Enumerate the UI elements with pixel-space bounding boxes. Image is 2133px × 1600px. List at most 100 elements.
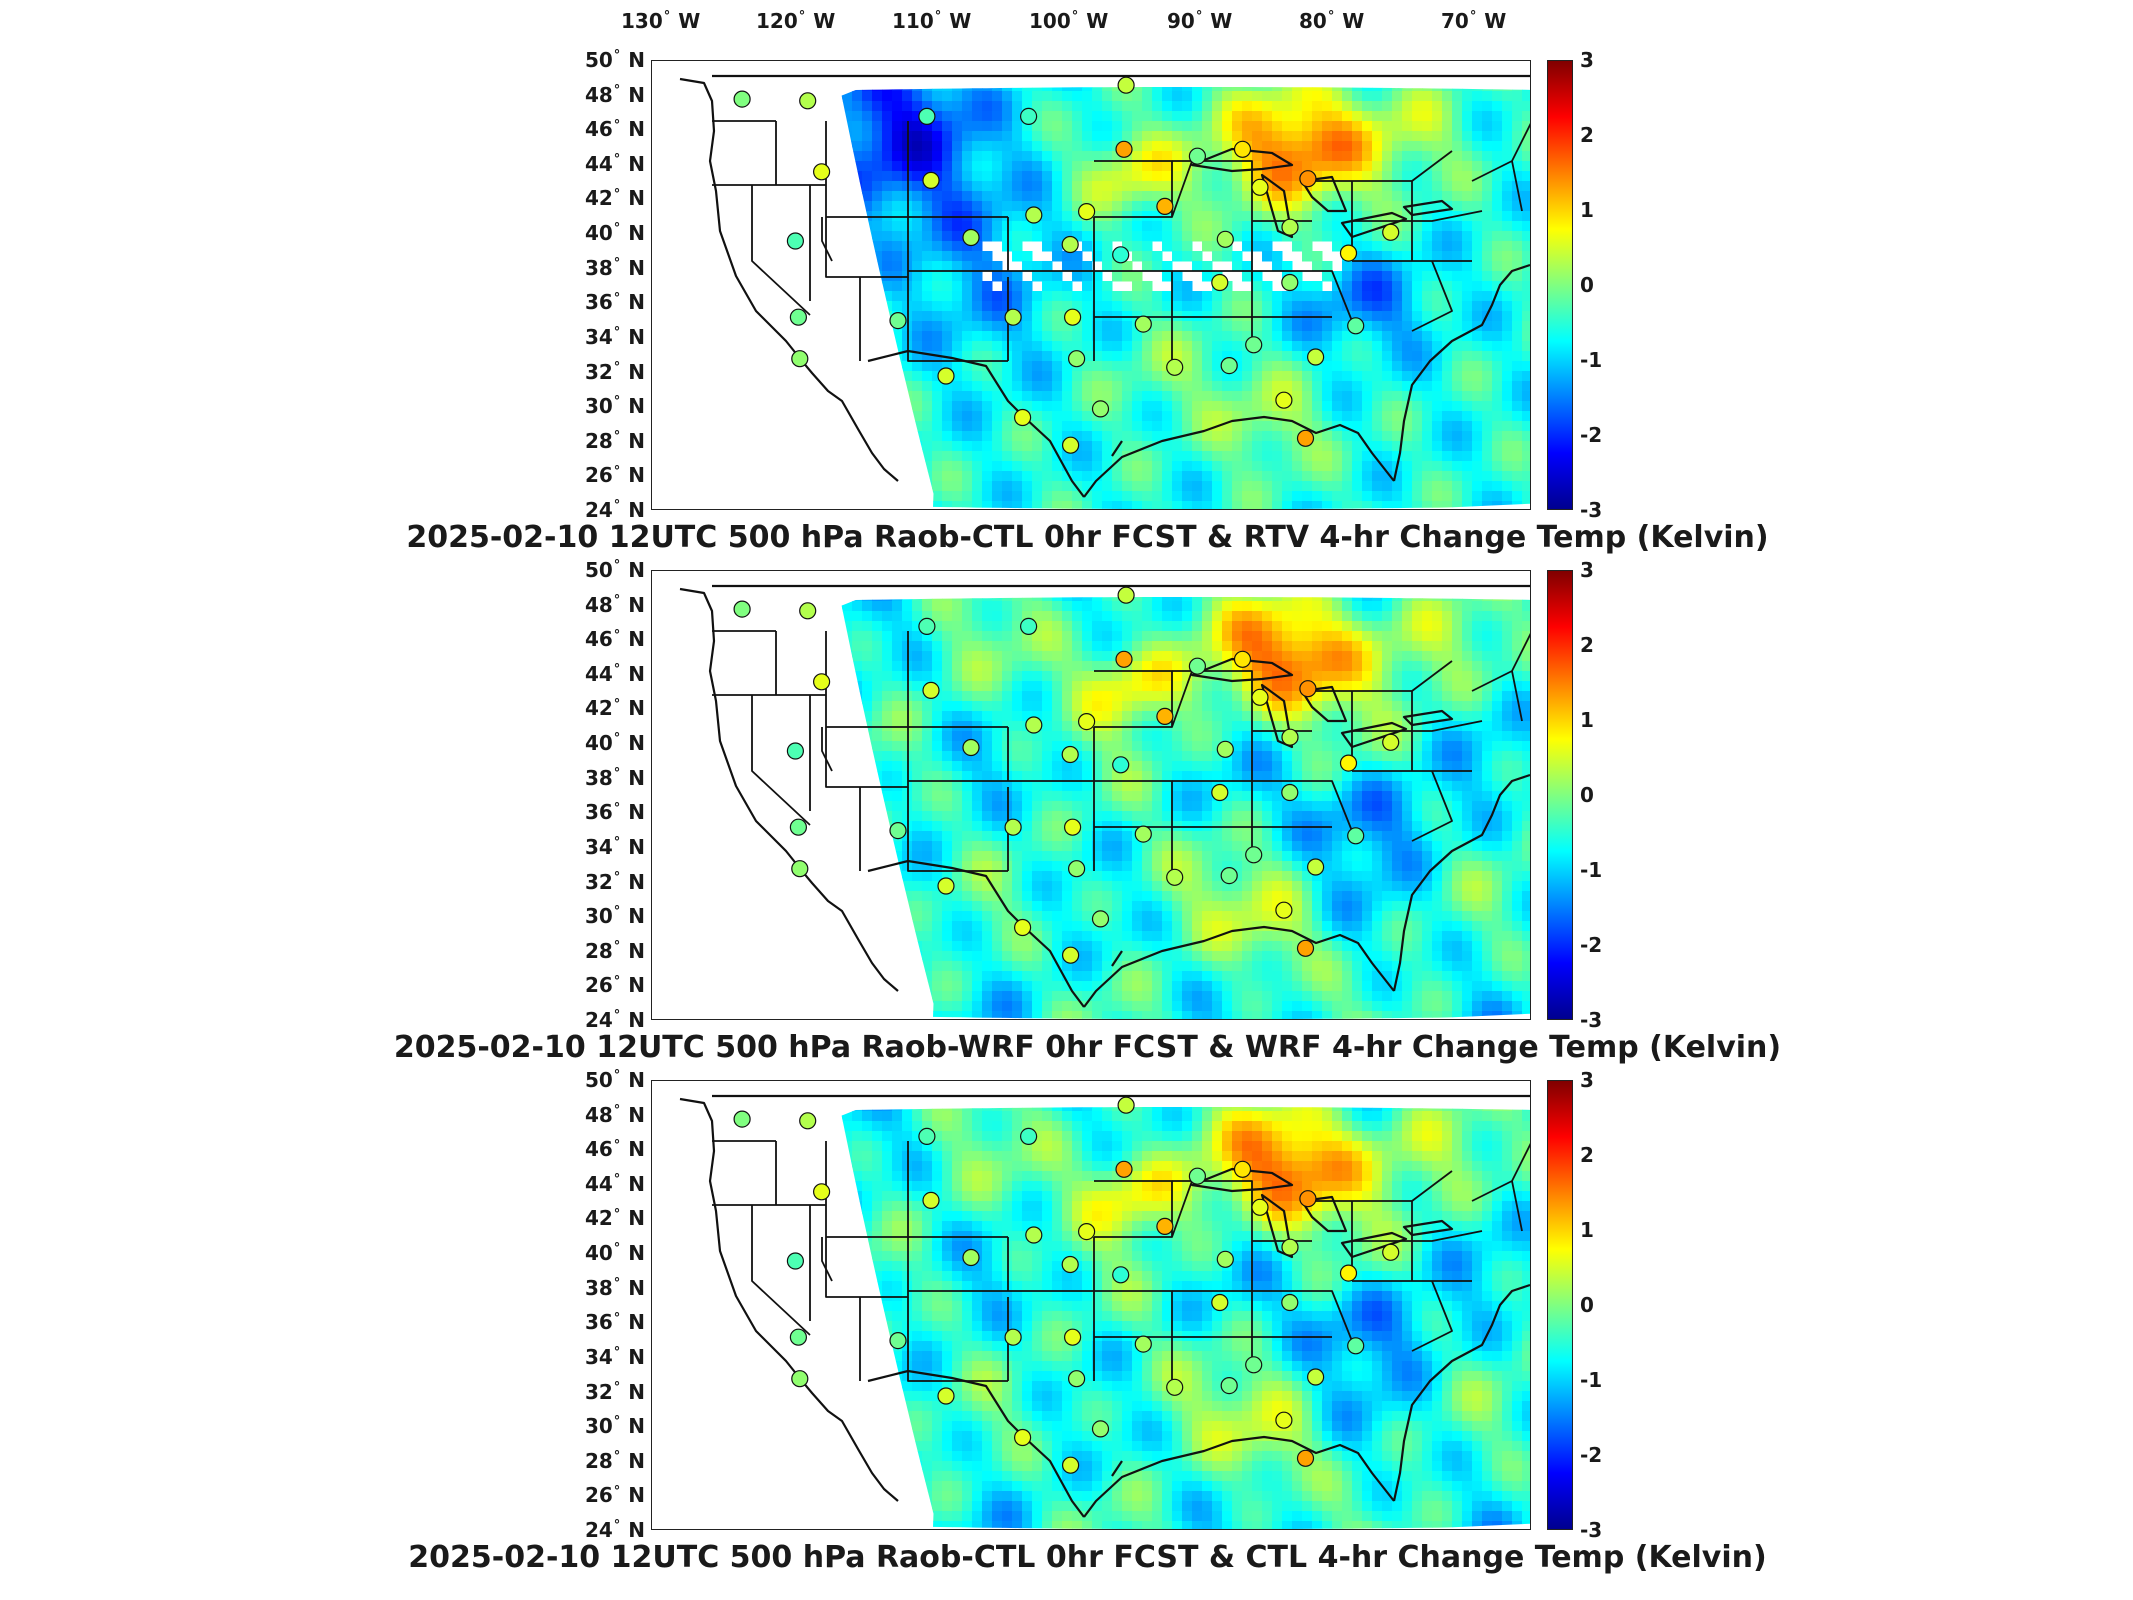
longitude-label: 130° W (621, 9, 701, 33)
panel-title: 2025-02-10 12UTC 500 hPa Raob-CTL 0hr FC… (406, 520, 1769, 555)
raob-station-marker (813, 163, 831, 181)
raob-station-marker (937, 367, 955, 385)
raob-station-marker (1339, 754, 1358, 772)
latitude-label: 28° N (584, 938, 645, 963)
colorbar-tick-label: -2 (1580, 1443, 1603, 1467)
latitude-label: 24° N (584, 1518, 645, 1542)
raob-station-marker (937, 1387, 955, 1405)
raob-station-marker (1117, 76, 1135, 94)
colorbar-tick-label: 3 (1580, 558, 1594, 582)
raob-station-marker (733, 90, 751, 108)
raob-station-marker (1166, 358, 1184, 376)
map-frame (651, 1080, 1531, 1530)
raob-station-marker (1245, 846, 1263, 864)
raob-station-marker (1306, 858, 1325, 876)
colorbar-tick-label: 3 (1580, 48, 1594, 72)
raob-station-marker (799, 602, 817, 620)
colorbar-tick-label: 0 (1580, 783, 1594, 807)
map-frame (651, 60, 1531, 510)
longitude-label: 100° W (1029, 9, 1109, 33)
latitude-label: 30° N (584, 1414, 645, 1439)
boundary-lines (679, 584, 1530, 1008)
map-panel-rtv: 50° N 48° N 46° N 44° N 42° N 40° N 38° N 36° N… (0, 48, 2133, 570)
longitude-axis: 130° W 120° W 110° W 100° W 90° W 80° W 70° W (0, 0, 2133, 44)
raob-station-marker (1245, 1356, 1263, 1374)
raob-station-marker (1296, 429, 1315, 447)
colorbar (1547, 570, 1573, 1020)
raob-station-marker (1281, 1238, 1299, 1256)
raob-station-marker (1211, 783, 1229, 802)
raob-station-marker (1068, 1370, 1086, 1388)
raob-station-marker (922, 681, 940, 700)
latitude-label: 42° N (584, 186, 645, 211)
raob-station-marker (1064, 308, 1082, 326)
raob-station-marker (1064, 1328, 1082, 1346)
latitude-axis: 50° N 48° N 46° N 44° N 42° N 40° N 38° N 36° N… (0, 558, 645, 1032)
latitude-label: 48° N (584, 82, 645, 107)
raob-station-marker (1216, 230, 1234, 248)
raob-station-marker (1251, 1198, 1269, 1216)
latitude-label: 36° N (584, 1310, 645, 1335)
raob-station-marker (1078, 713, 1096, 731)
longitude-label: 70° W (1441, 9, 1507, 33)
raob-station-marker (1251, 688, 1269, 706)
temperature-change-field (841, 1107, 1530, 1529)
raob-station-marker (889, 312, 907, 330)
colorbar-tick-label: 1 (1580, 198, 1594, 222)
raob-station-marker (1134, 315, 1152, 333)
latitude-label: 40° N (584, 731, 645, 756)
colorbar-tick-label: -3 (1580, 498, 1603, 522)
latitude-label: 36° N (584, 800, 645, 825)
latitude-label: 34° N (584, 324, 645, 349)
latitude-label: 28° N (584, 1448, 645, 1473)
longitude-label: 110° W (892, 9, 972, 33)
raob-station-marker (1061, 1255, 1079, 1274)
raob-station-marker (1117, 586, 1135, 604)
raob-station-marker (918, 107, 936, 126)
latitude-label: 48° N (584, 592, 645, 617)
raob-station-marker (1251, 178, 1269, 196)
latitude-label: 32° N (584, 359, 645, 384)
colorbar-tick-label: -1 (1580, 858, 1603, 882)
raob-station-marker (1275, 901, 1293, 919)
raob-station-marker (789, 1328, 807, 1346)
raob-station-marker (1339, 1264, 1358, 1282)
raob-station-marker (1064, 818, 1082, 836)
raob-station-marker (1233, 1160, 1252, 1178)
raob-station-marker (1020, 1127, 1038, 1146)
raob-station-marker (1091, 910, 1110, 928)
raob-station-marker (1275, 391, 1293, 409)
latitude-axis: 50° N 48° N 46° N 44° N 42° N 40° N 38° N 36° N… (0, 48, 645, 522)
raob-station-marker (1299, 680, 1317, 698)
raob-station-marker (1216, 1250, 1234, 1268)
latitude-label: 28° N (584, 428, 645, 453)
raob-station-marker (1166, 1378, 1184, 1396)
raob-station-marker (1188, 1167, 1207, 1185)
raob-station-marker (1061, 235, 1079, 254)
latitude-label: 40° N (584, 221, 645, 246)
raob-station-marker (1281, 783, 1299, 802)
raob-station-marker (1091, 1420, 1110, 1438)
raob-station-marker (1281, 273, 1299, 292)
latitude-label: 26° N (584, 463, 645, 488)
colorbar-tick-label: -2 (1580, 933, 1603, 957)
raob-station-marker (889, 822, 907, 840)
raob-station-marker (1299, 1190, 1317, 1208)
colorbar-tick-label: 1 (1580, 708, 1594, 732)
raob-station-marker (1062, 946, 1080, 964)
latitude-label: 42° N (584, 1206, 645, 1231)
latitude-label: 48° N (584, 1102, 645, 1127)
raob-station-marker (1156, 707, 1174, 725)
latitude-label: 50° N (584, 1068, 645, 1092)
temperature-change-field (841, 597, 1530, 1019)
raob-station-marker (1068, 860, 1086, 878)
latitude-label: 24° N (584, 1008, 645, 1032)
raob-station-marker (1025, 1226, 1043, 1244)
raob-station-marker (937, 877, 955, 895)
latitude-label: 26° N (584, 1483, 645, 1508)
raob-station-marker (1275, 1411, 1293, 1429)
longitude-label: 120° W (756, 9, 836, 33)
raob-station-marker (1347, 827, 1365, 845)
raob-station-marker (918, 1127, 936, 1146)
raob-station-marker (1134, 1335, 1152, 1353)
